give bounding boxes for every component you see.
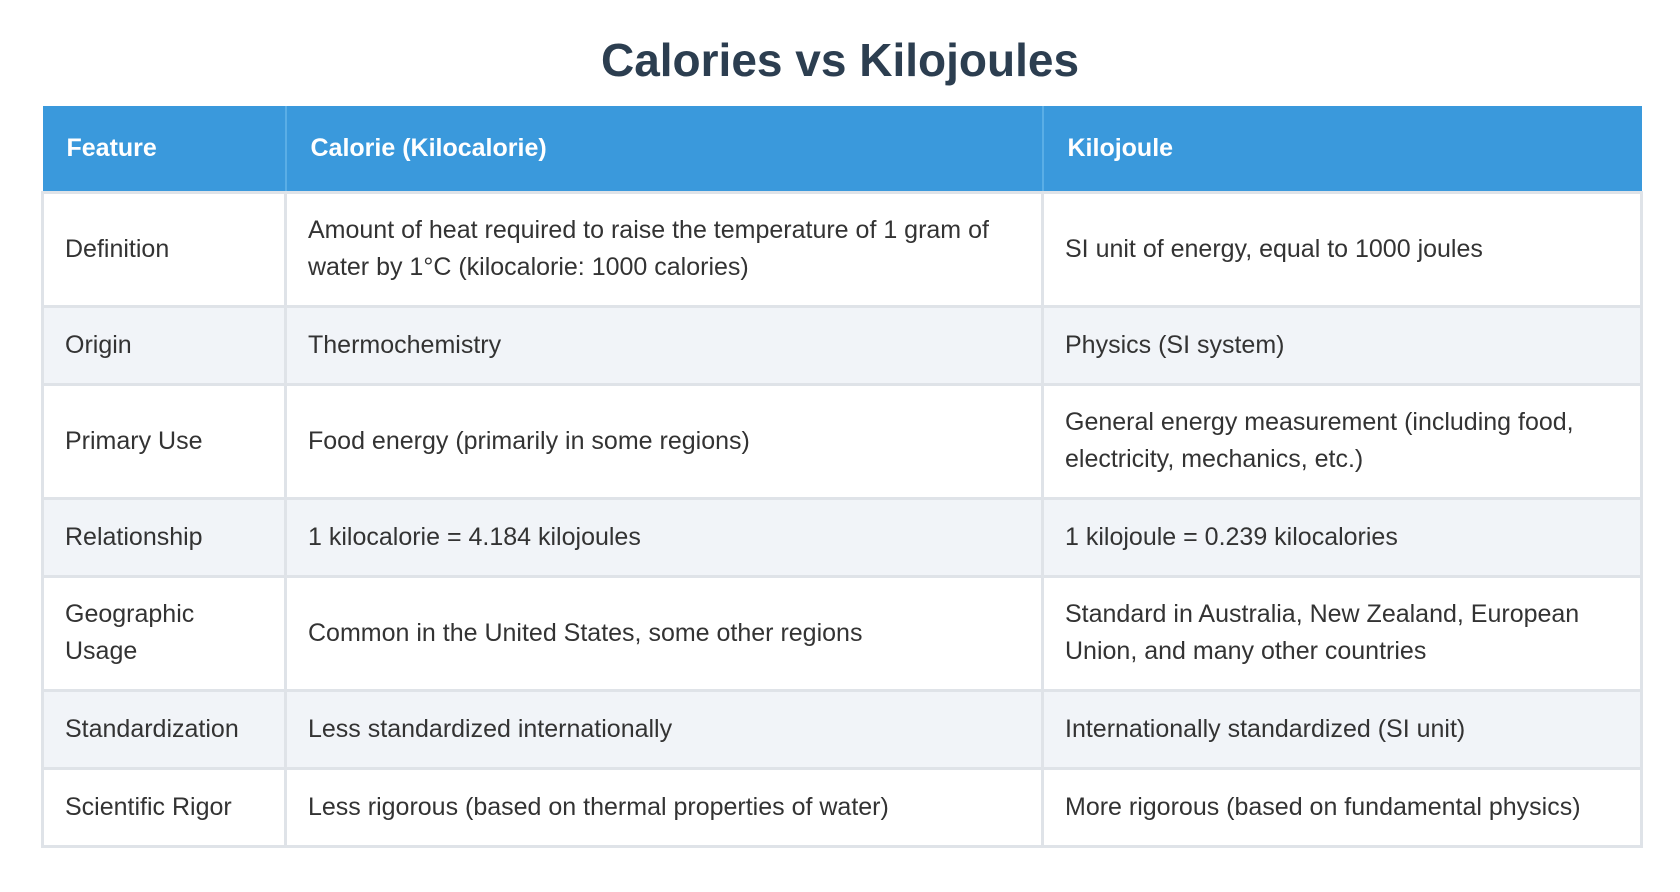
feature-cell: Definition (41, 190, 287, 308)
feature-cell: Origin (41, 304, 287, 386)
kilojoule-cell: Standard in Australia, New Zealand, Euro… (1041, 574, 1643, 692)
table-row: Definition Amount of heat required to ra… (41, 190, 1643, 308)
feature-cell: Relationship (41, 496, 287, 578)
comparison-table: Feature Calorie (Kilocalorie) Kilojoule … (41, 106, 1643, 848)
table-row: Geographic Usage Common in the United St… (41, 574, 1643, 692)
header-kilojoule: Kilojoule (1042, 106, 1642, 192)
calorie-cell: Amount of heat required to raise the tem… (284, 190, 1044, 308)
calorie-cell: Thermochemistry (284, 304, 1044, 386)
kilojoule-cell: More rigorous (based on fundamental phys… (1041, 766, 1643, 848)
calorie-cell: 1 kilocalorie = 4.184 kilojoules (284, 496, 1044, 578)
table-row: Standardization Less standardized intern… (41, 688, 1643, 770)
kilojoule-cell: SI unit of energy, equal to 1000 joules (1041, 190, 1643, 308)
calorie-cell: Less rigorous (based on thermal properti… (284, 766, 1044, 848)
table-row: Primary Use Food energy (primarily in so… (41, 382, 1643, 500)
table-header-row: Feature Calorie (Kilocalorie) Kilojoule (42, 106, 1642, 192)
kilojoule-cell: Internationally standardized (SI unit) (1041, 688, 1643, 770)
page-title: Calories vs Kilojoules (600, 34, 1080, 86)
kilojoule-cell: Physics (SI system) (1041, 304, 1643, 386)
table-row: Relationship 1 kilocalorie = 4.184 kiloj… (41, 496, 1643, 578)
feature-cell: Primary Use (41, 382, 287, 500)
header-calorie: Calorie (Kilocalorie) (285, 106, 1044, 192)
kilojoule-cell: 1 kilojoule = 0.239 kilocalories (1041, 496, 1643, 578)
kilojoule-cell: General energy measurement (including fo… (1041, 382, 1643, 500)
calorie-cell: Common in the United States, some other … (284, 574, 1044, 692)
table-row: Scientific Rigor Less rigorous (based on… (41, 766, 1643, 848)
feature-cell: Scientific Rigor (41, 766, 287, 848)
table-row: Origin Thermochemistry Physics (SI syste… (41, 304, 1643, 386)
calorie-cell: Less standardized internationally (284, 688, 1044, 770)
header-feature: Feature (42, 106, 287, 192)
feature-cell: Standardization (41, 688, 287, 770)
calorie-cell: Food energy (primarily in some regions) (284, 382, 1044, 500)
feature-cell: Geographic Usage (41, 574, 287, 692)
